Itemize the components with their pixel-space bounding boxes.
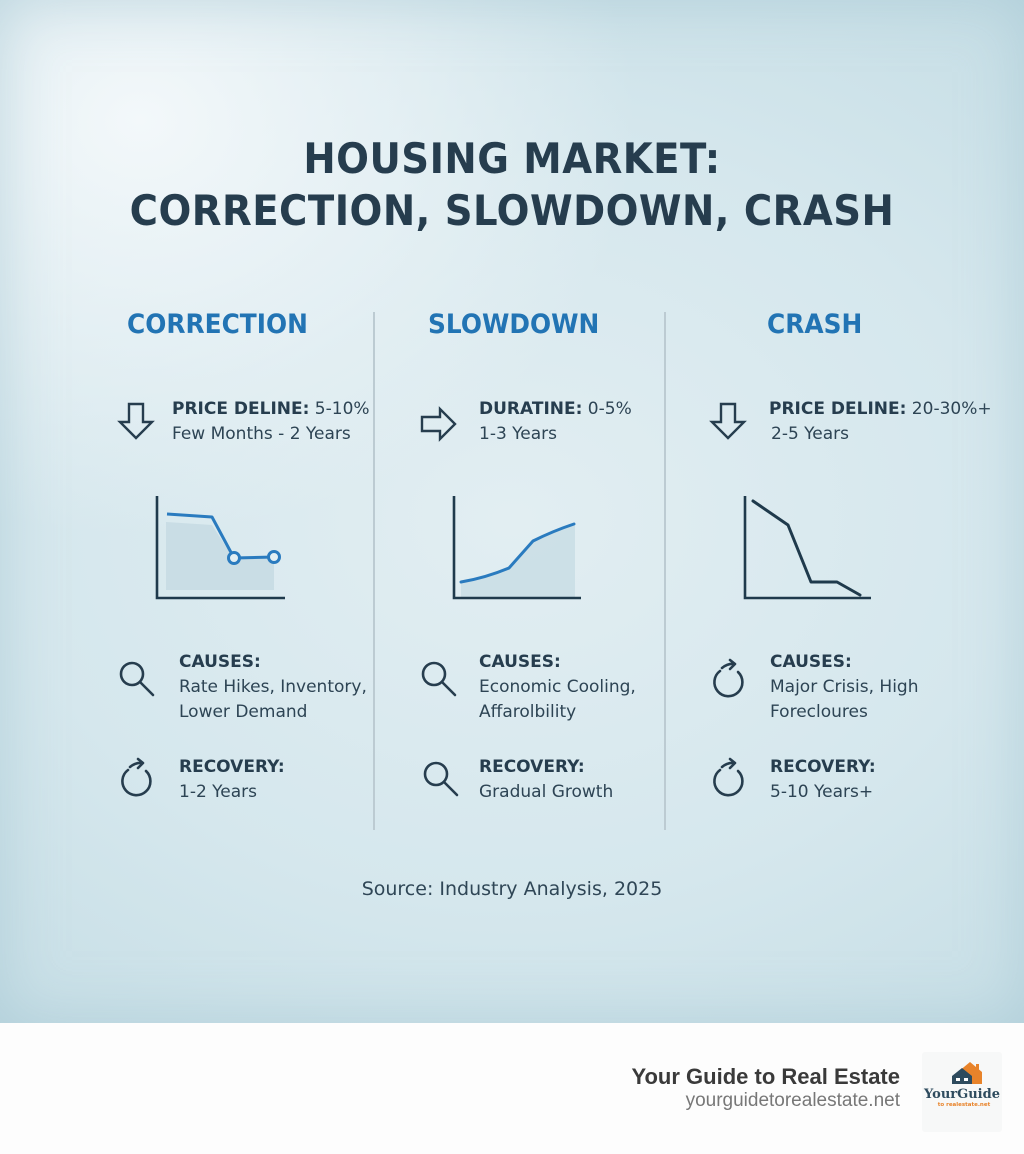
metric-value: 20-30%+ — [906, 399, 992, 419]
recovery-value: 1-2 Years — [179, 782, 258, 802]
causes-value: Rate Hikes, Inventory, — [179, 677, 367, 697]
brand-logo: YourGuide to realestate.net — [922, 1052, 1002, 1132]
infographic: HOUSING MARKET: CORRECTION, SLOWDOWN, CR… — [0, 0, 1024, 1023]
metric-label: PRICE DELINE: — [769, 399, 907, 419]
heading-correction: CORRECTION — [127, 309, 308, 340]
refresh-icon — [708, 757, 748, 797]
causes-value: Economic Cooling, — [479, 677, 636, 697]
title-line-1: HOUSING MARKET: — [303, 134, 721, 183]
logo-text: YourGuide — [923, 1087, 1000, 1102]
recovery-value: Gradual Growth — [479, 782, 614, 802]
recovery-label: RECOVERY: — [770, 757, 876, 777]
metric-crash: PRICE DELINE: 20-30%+ 2-5 Years — [769, 397, 992, 447]
recovery-crash: RECOVERY: 5-10 Years+ — [770, 755, 876, 805]
heading-crash: CRASH — [767, 309, 863, 340]
column-divider — [664, 312, 666, 830]
crash-chart — [737, 490, 877, 605]
magnifier-icon — [116, 658, 156, 698]
metric-value: 5-10% — [309, 399, 370, 419]
logo-subtext: to realestate.net — [938, 1102, 991, 1108]
causes-correction: CAUSES: Rate Hikes, Inventory, Lower Dem… — [179, 650, 367, 725]
causes-label: CAUSES: — [479, 652, 561, 672]
refresh-icon — [708, 658, 748, 698]
recovery-slowdown: RECOVERY: Gradual Growth — [479, 755, 613, 805]
metric-label: PRICE DELINE: — [172, 399, 310, 419]
source-note: Source: Industry Analysis, 2025 — [361, 878, 663, 900]
recovery-label: RECOVERY: — [179, 757, 285, 777]
causes-label: CAUSES: — [179, 652, 261, 672]
metric-value: 0-5% — [582, 399, 632, 419]
arrow-right-icon — [418, 404, 458, 444]
column-divider — [373, 312, 375, 830]
recovery-label: RECOVERY: — [479, 757, 585, 777]
magnifier-icon — [418, 658, 458, 698]
slowdown-chart — [447, 490, 587, 605]
footer-brand: Your Guide to Real Estate — [631, 1064, 900, 1089]
metric-label: DURATINE: — [479, 399, 583, 419]
house-icon — [952, 1062, 982, 1084]
magnifier-icon — [420, 758, 460, 798]
recovery-correction: RECOVERY: 1-2 Years — [179, 755, 285, 805]
arrow-down-icon — [116, 401, 156, 441]
duration-value: 1-3 Years — [479, 424, 558, 444]
causes-value: Forecloures — [770, 702, 868, 722]
arrow-down-icon — [708, 401, 748, 441]
recovery-value: 5-10 Years+ — [770, 782, 874, 802]
correction-chart — [150, 490, 290, 605]
causes-value: Lower Demand — [179, 702, 308, 722]
causes-value: Major Crisis, High — [770, 677, 919, 697]
title-line-2: CORRECTION, SLOWDOWN, CRASH — [129, 186, 895, 235]
causes-label: CAUSES: — [770, 652, 852, 672]
duration-value: 2-5 Years — [771, 424, 850, 444]
causes-slowdown: CAUSES: Economic Cooling, Affarolbility — [479, 650, 636, 725]
metric-correction: PRICE DELINE: 5-10% Few Months - 2 Years — [172, 397, 370, 447]
metric-slowdown: DURATINE: 0-5% 1-3 Years — [479, 397, 632, 447]
heading-slowdown: SLOWDOWN — [428, 309, 600, 340]
duration-value: Few Months - 2 Years — [172, 424, 351, 444]
footer-url[interactable]: yourguidetorealestate.net — [685, 1090, 900, 1111]
causes-crash: CAUSES: Major Crisis, High Forecloures — [770, 650, 919, 725]
refresh-icon — [116, 757, 156, 797]
causes-value: Affarolbility — [479, 702, 577, 722]
